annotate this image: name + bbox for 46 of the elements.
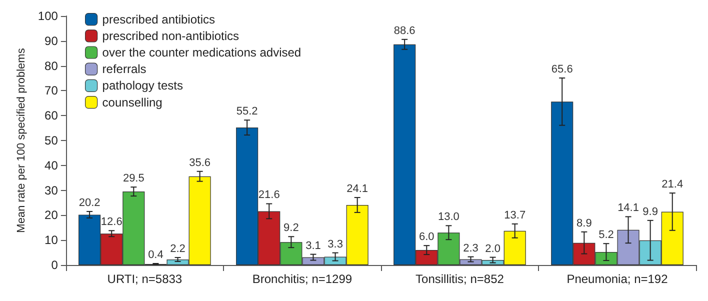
y-tick-label: 60 (44, 108, 58, 123)
x-tick-label: Bronchitis; n=1299 (252, 272, 352, 286)
legend-label: pathology tests (102, 78, 184, 93)
data-label: 20.2 (78, 196, 100, 209)
legend-label: counselling (102, 95, 162, 110)
x-tick-label: Pneumonia; n=192 (566, 272, 668, 286)
data-label: 13.7 (504, 209, 526, 222)
data-label: 12.6 (100, 216, 122, 228)
data-label: 65.6 (551, 64, 573, 76)
data-label: 55.2 (236, 106, 258, 118)
y-tick-label: 0 (51, 258, 58, 272)
data-label: 21.6 (258, 189, 280, 202)
legend-label: prescribed non-antibiotics (102, 28, 240, 43)
y-tick-label: 30 (44, 183, 58, 198)
data-label: 8.9 (576, 217, 592, 230)
y-axis-title: Mean rate per 100 specified problems (16, 48, 28, 233)
x-tick-label: URTI; n=5833 (107, 272, 182, 286)
data-label: 5.2 (598, 229, 614, 242)
data-label: 35.6 (189, 156, 211, 169)
y-tick-label: 100 (38, 9, 58, 23)
y-tick-label: 90 (44, 34, 58, 48)
x-tick-label: Tonsillitis; n=852 (416, 272, 504, 286)
data-label: 3.1 (306, 240, 321, 252)
data-label: 24.1 (346, 183, 368, 196)
data-label: 14.1 (618, 202, 639, 214)
data-label: 29.5 (122, 172, 144, 185)
data-label: 88.6 (394, 24, 416, 37)
y-tick-label: 80 (44, 58, 58, 73)
data-label: 21.4 (662, 178, 684, 191)
data-label: 2.0 (485, 242, 500, 255)
y-tick-label: 10 (44, 233, 58, 248)
legend-label: prescribed antibiotics (102, 12, 216, 26)
data-label: 9.9 (642, 206, 658, 218)
data-label: 13.0 (438, 211, 460, 224)
y-tick-label: 50 (44, 134, 58, 148)
data-label: 0.4 (148, 249, 164, 262)
data-label: 2.2 (170, 243, 186, 256)
data-label: 9.2 (284, 222, 299, 234)
data-label: 3.3 (328, 238, 343, 250)
legend-label: over the counter medications advised (102, 46, 302, 60)
y-tick-label: 70 (44, 84, 58, 98)
data-label: 2.3 (463, 242, 478, 254)
y-tick-label: 40 (44, 158, 58, 172)
legend-label: referrals (102, 62, 146, 76)
data-label: 6.0 (418, 231, 434, 244)
y-tick-label: 20 (44, 208, 58, 222)
